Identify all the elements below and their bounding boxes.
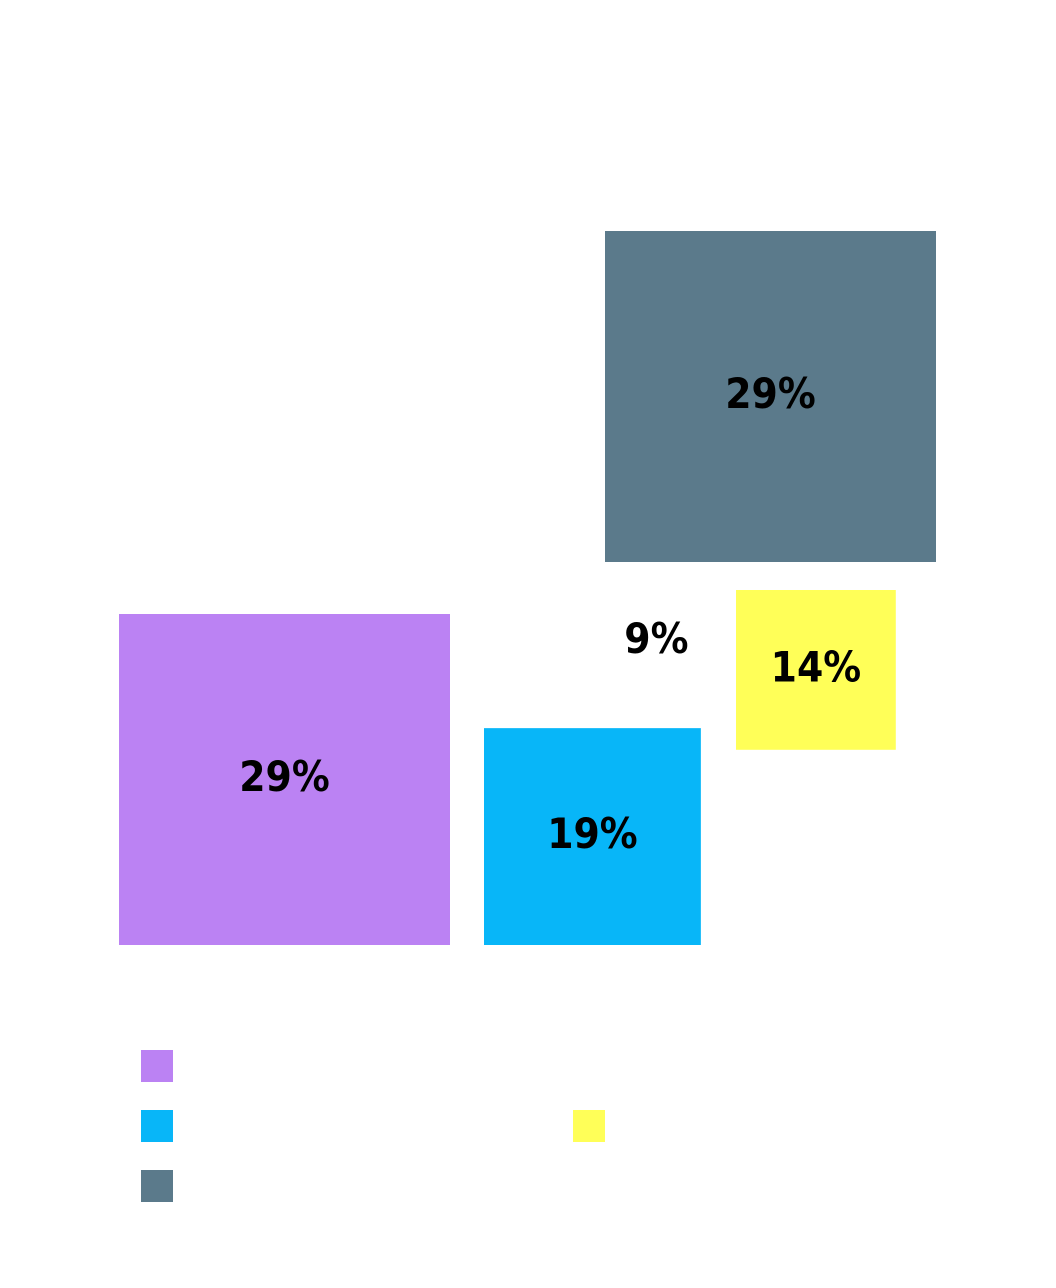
- legend-swatch: [573, 1050, 605, 1082]
- value-label: 29%: [239, 752, 329, 801]
- legend-swatch: [141, 1110, 173, 1142]
- value-label: 9%: [624, 614, 688, 663]
- value-label: 19%: [547, 809, 637, 858]
- value-label: 14%: [771, 642, 861, 691]
- square: [484, 728, 701, 945]
- legend-swatch: [141, 1170, 173, 1202]
- square: [605, 231, 936, 562]
- value-label: 29%: [725, 369, 815, 418]
- legend-swatch: [141, 1050, 173, 1082]
- square: [119, 614, 450, 945]
- square: [605, 590, 708, 693]
- square: [736, 590, 896, 750]
- legend-swatch: [573, 1110, 605, 1142]
